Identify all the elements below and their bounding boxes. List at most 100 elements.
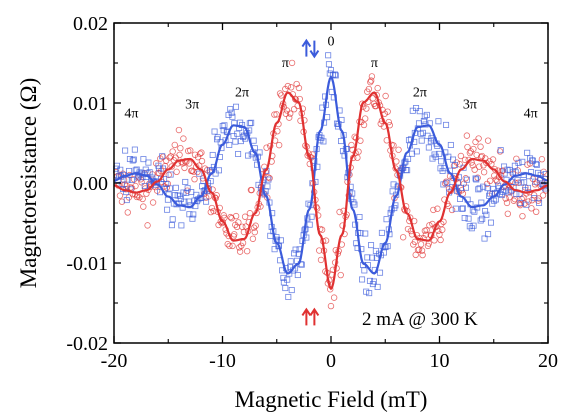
data-point-circle: [221, 214, 228, 222]
data-point-square: [452, 205, 459, 212]
data-point-square: [431, 151, 438, 158]
data-point-circle: [198, 157, 206, 165]
data-point-square: [167, 171, 174, 178]
data-point-square: [418, 137, 425, 144]
data-point-circle: [169, 148, 176, 155]
data-point-square: [229, 113, 236, 120]
data-point-circle: [296, 95, 303, 103]
data-point-circle: [229, 242, 236, 250]
data-point-square: [140, 156, 147, 163]
data-point-square: [280, 274, 287, 281]
data-point-circle: [288, 59, 296, 67]
data-point-square: [415, 120, 422, 127]
data-point-circle: [354, 154, 361, 161]
data-point-circle: [484, 137, 492, 144]
data-point-circle: [210, 207, 217, 215]
data-point-square: [460, 164, 467, 171]
spin-arrows: [301, 38, 320, 326]
data-point-circle: [336, 208, 343, 216]
data-point-square: [374, 283, 381, 290]
data-point-circle: [434, 205, 441, 212]
data-point-square: [129, 157, 136, 164]
data-point-circle: [318, 226, 326, 233]
data-point-square: [413, 148, 420, 155]
data-point-square: [123, 197, 130, 204]
data-point-square: [461, 215, 468, 222]
arrow-head: [301, 38, 312, 48]
data-point-square: [284, 276, 291, 283]
data-point-square: [536, 199, 543, 206]
data-point-square: [324, 114, 331, 121]
data-point-circle: [521, 200, 528, 207]
data-point-square: [267, 232, 274, 239]
data-point-circle: [437, 236, 444, 244]
data-point-square: [413, 105, 420, 112]
data-point-circle: [177, 144, 184, 152]
data-point-square: [118, 181, 125, 188]
y-tick-label: 0.00: [73, 173, 108, 195]
phase-label: 4π: [524, 106, 538, 121]
axis-ticks: -20 -10 0 10 20 -0.02 -0.01 0.00 0.01 0.02: [66, 13, 558, 372]
data-point-square: [356, 214, 363, 221]
data-point-circle: [327, 302, 335, 310]
data-point-circle: [471, 166, 478, 173]
data-point-square: [498, 192, 505, 199]
data-point-circle: [194, 153, 202, 161]
data-point-circle: [502, 195, 509, 202]
data-point-circle: [132, 182, 139, 190]
data-point-circle: [368, 73, 376, 80]
data-point-square: [472, 175, 479, 182]
data-point-circle: [361, 115, 369, 122]
data-point-square: [264, 183, 271, 190]
data-point-circle: [271, 111, 278, 118]
data-point-circle: [423, 226, 430, 234]
data-point-circle: [178, 158, 185, 166]
data-point-square: [451, 162, 458, 169]
data-point-square: [499, 188, 506, 195]
y-tick-label: -0.02: [66, 333, 108, 355]
data-point-square: [327, 67, 334, 74]
data-point-circle: [317, 256, 325, 264]
data-point-circle: [510, 197, 517, 204]
data-point-square: [189, 215, 196, 222]
data-point-circle: [348, 141, 355, 149]
data-point-square: [459, 205, 466, 212]
data-point-square: [325, 52, 332, 59]
data-point-circle: [124, 209, 131, 216]
y-tick-label: -0.01: [66, 253, 108, 275]
data-point-square: [438, 158, 445, 165]
arrow-head: [309, 307, 320, 316]
data-point-square: [250, 137, 257, 144]
data-point-square: [221, 122, 228, 129]
data-point-circle: [367, 77, 375, 84]
data-point-square: [513, 191, 520, 198]
data-point-circle: [513, 155, 520, 162]
data-point-square: [124, 176, 131, 183]
data-point-square: [476, 185, 483, 192]
x-tick-label: 10: [430, 350, 450, 372]
data-point-circle: [339, 222, 346, 229]
data-point-circle: [215, 221, 222, 229]
data-point-square: [462, 184, 469, 191]
data-point-square: [277, 237, 284, 244]
data-point-square: [443, 121, 450, 128]
fit-curves: [113, 75, 549, 291]
data-point-circle: [447, 187, 455, 195]
data-point-circle: [457, 152, 465, 160]
data-point-square: [232, 138, 239, 145]
data-point-square: [196, 170, 203, 177]
data-point-square: [184, 185, 191, 192]
x-tick-label: -20: [101, 350, 128, 372]
data-point-square: [227, 106, 234, 113]
data-point-circle: [431, 237, 438, 244]
data-point-circle: [173, 168, 180, 176]
data-point-circle: [116, 192, 124, 199]
data-point-circle: [411, 238, 419, 246]
data-point-square: [159, 153, 166, 160]
data-point-square: [130, 156, 137, 163]
data-point-circle: [220, 212, 227, 219]
data-point-square: [291, 250, 298, 257]
data-point-circle: [384, 108, 391, 115]
data-point-square: [466, 223, 473, 230]
data-point-circle: [504, 210, 512, 218]
